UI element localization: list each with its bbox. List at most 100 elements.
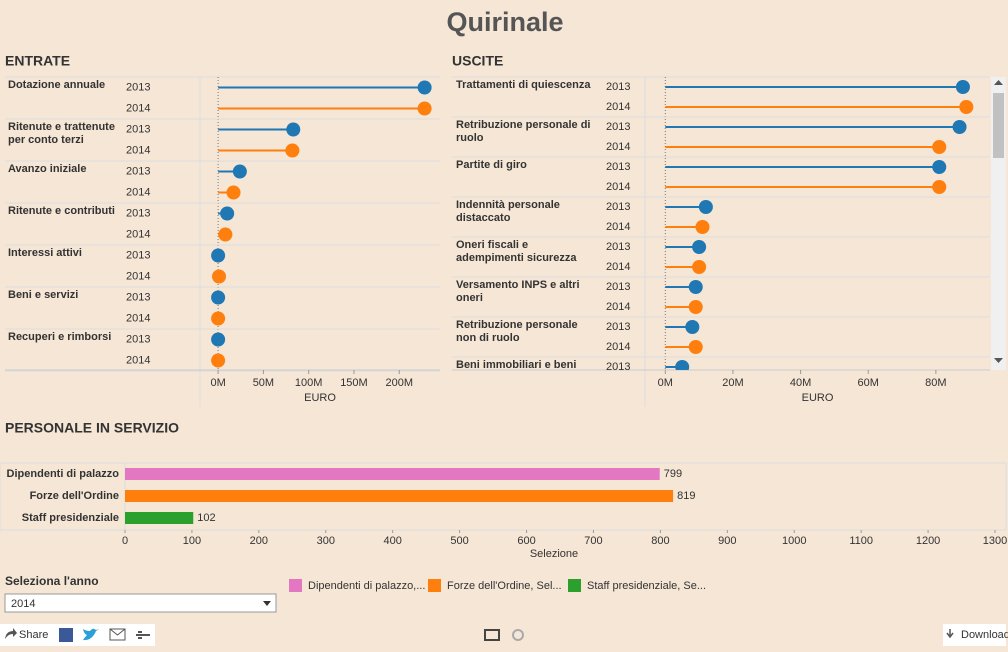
dot: [955, 80, 970, 94]
dot: [220, 206, 235, 221]
dot: [675, 360, 690, 370]
category-label-box: Avanzo iniziale: [8, 163, 86, 175]
x-tick-label: 800: [651, 535, 669, 547]
year-label: 2013: [126, 123, 150, 135]
year-label: 2013: [606, 361, 630, 373]
twitter-icon[interactable]: [83, 628, 99, 641]
year-label: 2013: [606, 121, 630, 133]
year-label: 2014: [126, 270, 150, 282]
x-tick-label: 40M: [790, 377, 811, 389]
legend-label: Staff presidenziale, Se...: [587, 580, 706, 592]
share-button[interactable]: Share: [19, 629, 48, 641]
dot: [695, 220, 710, 234]
year-label: 2014: [606, 141, 630, 153]
value-label: 819: [677, 490, 695, 502]
bar: [125, 490, 674, 502]
year-label: 2013: [606, 241, 630, 253]
link-icon[interactable]: [136, 631, 150, 639]
x-tick-label: 100M: [295, 377, 323, 389]
legend-label: Dipendenti di palazzo,...: [308, 580, 425, 592]
x-tick-label: 100: [183, 535, 201, 547]
download-button[interactable]: Download: [961, 629, 1008, 641]
category-label-box: Retribuzione personale non di ruolo: [456, 319, 578, 344]
category-label: Recuperi e rimborsi: [8, 331, 112, 343]
category-label: Retribuzione personale non di ruolo: [456, 319, 578, 344]
year-label: 2013: [126, 291, 150, 303]
category-label-box: Oneri fiscali e adempimenti sicurezza: [456, 239, 577, 264]
year-label: 2014: [126, 186, 150, 198]
dot: [952, 120, 967, 134]
x-tick-label: 80M: [925, 377, 946, 389]
category-label: Forze dell'Ordine: [30, 490, 119, 502]
year-select-value: 2014: [11, 598, 35, 610]
x-tick-label: 200: [250, 535, 268, 547]
panel-rows: Trattamenti di quiescenza 2013 2014 Retribu…: [452, 77, 990, 373]
category-label-box: Recuperi e rimborsi: [8, 331, 112, 343]
category-label-box: Dotazione annuale: [8, 79, 105, 91]
category-label-box: Ritenute e contributi: [8, 205, 115, 217]
dot: [932, 180, 947, 194]
x-axis-label: EURO: [802, 392, 834, 404]
year-label: 2014: [606, 261, 630, 273]
dot: [218, 227, 233, 242]
page-title: Quirinale: [446, 7, 563, 37]
value-label: 799: [664, 468, 682, 480]
category-label-box: Trattamenti di quiescenza: [456, 79, 591, 91]
year-select[interactable]: [4, 593, 277, 613]
year-label: 2013: [606, 281, 630, 293]
bar: [125, 468, 660, 480]
category-label-box: Ritenute e trattenute per conto terzi: [8, 121, 115, 146]
category-label: Beni e servizi: [8, 289, 79, 301]
category-label: Oneri fiscali e adempimenti sicurezza: [456, 239, 577, 264]
select-arrow: [263, 601, 271, 606]
dot: [417, 80, 432, 95]
dot: [698, 200, 713, 214]
section-title: PERSONALE IN SERVIZIO: [5, 420, 179, 436]
year-label: 2014: [606, 341, 630, 353]
scrollbar-thumb[interactable]: [993, 93, 1004, 158]
x-tick-label: 150M: [340, 377, 368, 389]
year-label: 2013: [126, 333, 150, 345]
x-tick-label: 200M: [385, 377, 413, 389]
panel-rows: Dotazione annuale 2013 2014 Ritenute e trat…: [5, 77, 440, 372]
filter-label: Seleziona l'anno: [5, 574, 99, 588]
email-icon-flap: [109, 628, 126, 636]
year-label: 2014: [606, 101, 630, 113]
x-tick-label: 500: [450, 535, 468, 547]
dot: [211, 332, 226, 347]
dot: [211, 248, 226, 263]
year-label: 2014: [126, 228, 150, 240]
category-label-box: Beni e servizi: [8, 289, 79, 301]
category-label: Ritenute e trattenute per conto terzi: [8, 121, 115, 146]
share-icon[interactable]: [5, 628, 17, 639]
category-label: Dipendenti di palazzo: [7, 468, 120, 480]
dot: [685, 320, 700, 334]
year-label: 2013: [606, 81, 630, 93]
present-icon[interactable]: [484, 629, 500, 641]
category-label: Beni immobiliari e beni: [456, 359, 577, 371]
year-label: 2013: [126, 81, 150, 93]
x-axis-label: Selezione: [530, 548, 578, 560]
dot: [932, 160, 947, 174]
email-icon[interactable]: [109, 628, 126, 641]
facebook-icon[interactable]: [59, 628, 73, 642]
x-tick-label: 900: [718, 535, 736, 547]
dot: [226, 185, 241, 200]
revert-icon[interactable]: [512, 629, 524, 641]
dot: [692, 260, 707, 274]
legend-swatch: [289, 579, 302, 592]
download-box: [943, 624, 1006, 646]
value-label: 102: [197, 512, 215, 524]
dot: [959, 100, 974, 114]
x-axis-label: EURO: [304, 392, 336, 404]
category-label: Trattamenti di quiescenza: [456, 79, 591, 91]
x-tick-label: 20M: [722, 377, 743, 389]
download-icon[interactable]: [946, 629, 954, 639]
bar-panel: [0, 462, 1007, 531]
year-label: 2014: [126, 312, 150, 324]
x-tick-label: 0M: [658, 377, 673, 389]
dot: [211, 290, 226, 305]
x-tick-label: 400: [384, 535, 402, 547]
category-label: Indennità personale distaccato: [456, 199, 560, 224]
dot: [211, 353, 226, 368]
